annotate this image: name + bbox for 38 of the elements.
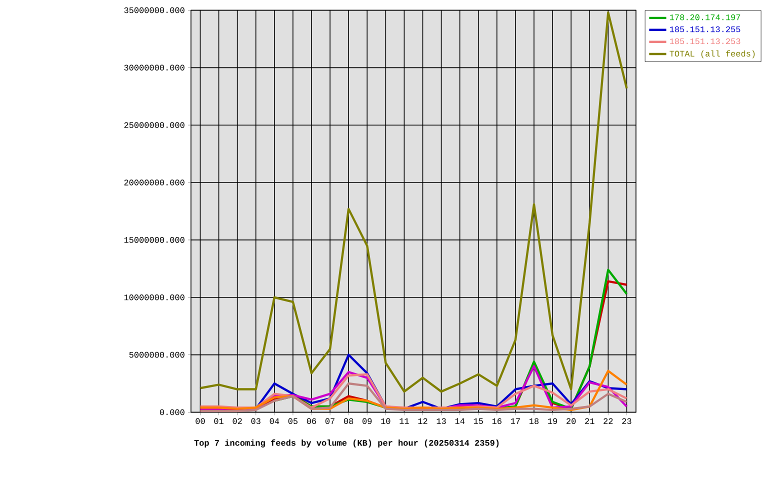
legend-label: 185.151.13.253 <box>670 38 740 44</box>
y-tick-label: 5000000.000 <box>129 352 184 358</box>
y-tick-label: 35000000.000 <box>124 7 184 14</box>
text: Top 7 incoming feeds by volume (KB) per hour (20250314 2359) <box>194 439 499 448</box>
x-tick-label: 18 <box>530 418 539 424</box>
x-tick-label: 17 <box>510 418 520 424</box>
x-tick-label: 06 <box>306 418 316 424</box>
x-tick-label: 11 <box>400 418 409 424</box>
x-tick-label: 20 <box>566 418 576 424</box>
y-tick-label: 25000000.000 <box>124 122 184 128</box>
x-tick-label: 05 <box>288 418 298 424</box>
x-tick-label: 08 <box>344 418 354 424</box>
line-series <box>199 11 628 393</box>
x-tick-label: 22 <box>604 418 613 424</box>
x-tick-label: 04 <box>270 418 280 424</box>
y-tick-label: 20000000.000 <box>124 180 184 186</box>
x-tick-label: 12 <box>418 418 428 424</box>
y-tick-label: 15000000.000 <box>124 237 184 243</box>
x-tick-label: 13 <box>436 418 446 424</box>
legend-label: 178.20.174.197 <box>670 14 740 20</box>
x-tick-label: 01 <box>214 418 224 424</box>
x-tick-label: 23 <box>622 418 632 424</box>
x-tick-label: 16 <box>492 418 502 424</box>
x-tick-label: 07 <box>325 418 334 424</box>
x-tick-label: 15 <box>474 418 483 424</box>
x-tick-label: 14 <box>455 418 465 424</box>
x-tick-label: 03 <box>251 418 260 424</box>
x-tick-label: 00 <box>196 418 205 424</box>
y-tick-label: 10000000.000 <box>124 294 184 300</box>
x-tick-label: 21 <box>585 418 594 424</box>
x-tick-label: 19 <box>548 418 558 424</box>
legend-label: TOTAL (all feeds) <box>670 50 755 58</box>
x-tick-label: 02 <box>232 418 242 424</box>
x-tick-label: 09 <box>362 418 372 424</box>
y-tick-label: 0.000 <box>160 409 184 416</box>
y-tick-label: 30000000.000 <box>124 64 184 71</box>
legend-label: 185.151.13.255 <box>670 26 740 32</box>
x-tick-label: 10 <box>381 418 390 424</box>
